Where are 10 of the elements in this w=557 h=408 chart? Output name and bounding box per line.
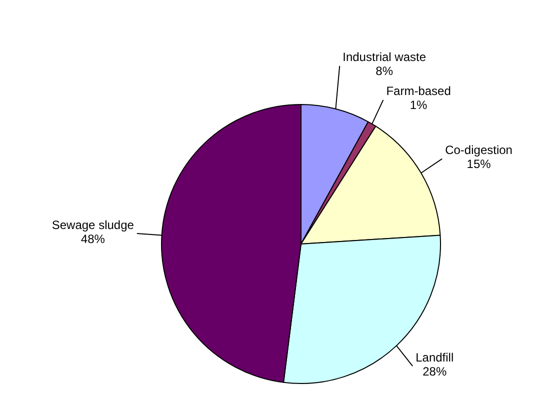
- slice-label: Industrial waste: [342, 50, 426, 64]
- data-label: 1%: [410, 98, 428, 112]
- slice-label: Landfill: [416, 350, 454, 364]
- data-label: 28%: [422, 364, 447, 378]
- data-label: 48%: [80, 232, 106, 246]
- slice-label: Farm-based: [386, 84, 451, 98]
- data-label: 15%: [466, 157, 492, 172]
- slice-label: Co-digestion: [445, 143, 512, 158]
- data-label: 8%: [376, 64, 394, 78]
- slice-label: Sewage sludge: [52, 218, 134, 232]
